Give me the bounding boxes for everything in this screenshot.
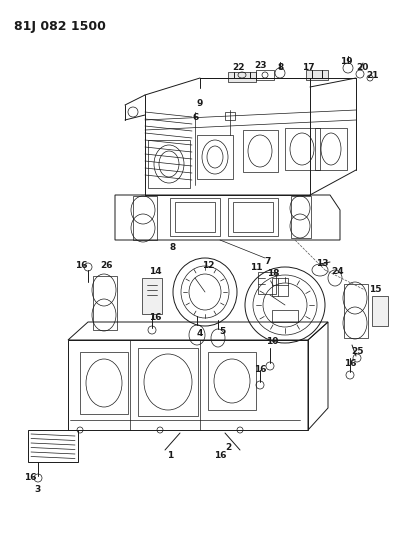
Bar bbox=[243, 130, 278, 172]
Text: 16: 16 bbox=[149, 313, 161, 322]
Text: 22: 22 bbox=[233, 62, 245, 71]
Bar bbox=[142, 278, 162, 314]
Bar bbox=[228, 198, 278, 236]
Text: 8: 8 bbox=[170, 244, 176, 253]
Bar bbox=[291, 196, 311, 238]
Text: 19: 19 bbox=[340, 58, 352, 67]
Text: 7: 7 bbox=[265, 257, 271, 266]
Text: 11: 11 bbox=[250, 263, 262, 272]
Text: 24: 24 bbox=[332, 268, 344, 277]
Text: 81J 082 1500: 81J 082 1500 bbox=[14, 20, 106, 33]
Text: 23: 23 bbox=[255, 61, 267, 69]
Bar bbox=[372, 296, 388, 326]
Text: 10: 10 bbox=[266, 337, 278, 346]
Bar bbox=[170, 198, 220, 236]
Text: 5: 5 bbox=[219, 327, 225, 336]
Text: 1: 1 bbox=[167, 450, 173, 459]
Text: 4: 4 bbox=[197, 328, 203, 337]
Bar bbox=[68, 340, 308, 430]
Bar bbox=[272, 278, 288, 296]
Bar bbox=[225, 112, 235, 120]
Text: 16: 16 bbox=[75, 261, 87, 270]
Text: 18: 18 bbox=[267, 269, 279, 278]
Bar bbox=[148, 140, 190, 188]
Text: 21: 21 bbox=[367, 70, 379, 79]
Text: 17: 17 bbox=[302, 62, 314, 71]
Text: 20: 20 bbox=[356, 63, 368, 72]
Bar bbox=[233, 202, 273, 232]
Text: 8: 8 bbox=[278, 62, 284, 71]
Bar bbox=[93, 276, 117, 330]
Bar bbox=[272, 310, 298, 322]
Text: 9: 9 bbox=[197, 99, 203, 108]
Text: 16: 16 bbox=[214, 450, 226, 459]
Bar bbox=[344, 284, 368, 338]
Text: 15: 15 bbox=[369, 286, 381, 295]
Bar bbox=[175, 202, 215, 232]
Text: 3: 3 bbox=[35, 486, 41, 495]
Bar bbox=[228, 72, 256, 82]
Bar bbox=[133, 196, 157, 240]
Text: 6: 6 bbox=[193, 114, 199, 123]
Text: 16: 16 bbox=[24, 473, 36, 482]
Bar bbox=[258, 272, 276, 294]
Bar bbox=[315, 128, 347, 170]
Bar bbox=[28, 430, 78, 462]
Text: 12: 12 bbox=[202, 261, 214, 270]
Text: 13: 13 bbox=[316, 259, 328, 268]
Bar bbox=[285, 128, 320, 170]
Bar bbox=[197, 135, 233, 179]
Text: 26: 26 bbox=[101, 261, 113, 270]
Text: 16: 16 bbox=[254, 366, 266, 375]
Text: 25: 25 bbox=[352, 348, 364, 357]
Bar bbox=[306, 70, 328, 80]
Text: 2: 2 bbox=[225, 442, 231, 451]
Text: 16: 16 bbox=[344, 359, 356, 367]
Bar bbox=[138, 348, 198, 416]
Bar bbox=[256, 70, 274, 80]
Text: 14: 14 bbox=[148, 268, 161, 277]
Bar bbox=[208, 352, 256, 410]
Bar bbox=[80, 352, 128, 414]
